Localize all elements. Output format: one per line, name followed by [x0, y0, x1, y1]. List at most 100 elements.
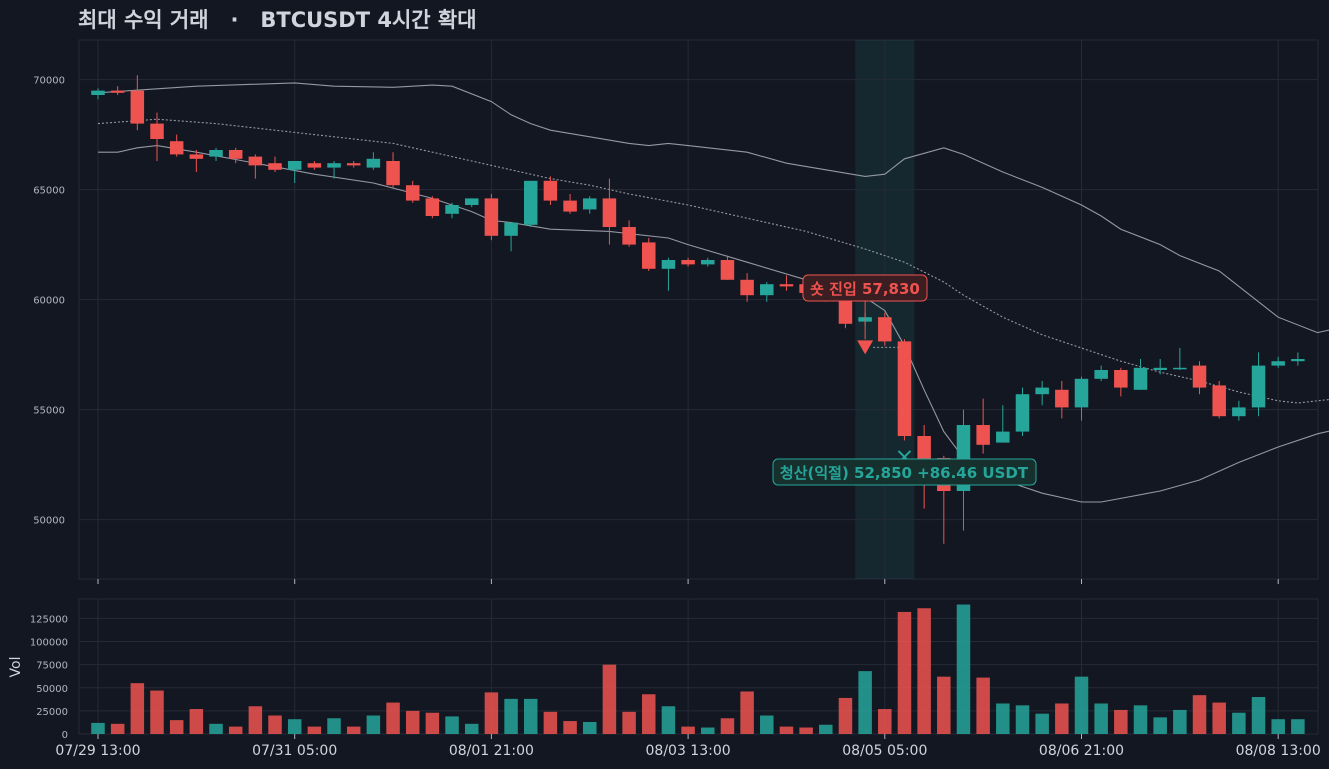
candle-body [425, 198, 440, 216]
volume-bar [268, 715, 282, 734]
candle-body [996, 431, 1010, 443]
candle-body [1094, 370, 1108, 379]
candle-body [720, 260, 735, 280]
candle-body [760, 284, 774, 296]
volume-bar [642, 694, 656, 734]
candle-body [1232, 407, 1246, 417]
volume-bar [996, 703, 1010, 734]
candle-body [504, 222, 518, 236]
time-tick-label: 08/06 21:00 [1039, 743, 1124, 759]
volume-bar [1232, 712, 1246, 734]
volume-bar [937, 676, 951, 734]
candle-body [779, 284, 794, 287]
candle-body [563, 200, 577, 212]
volume-bar [779, 726, 794, 734]
volume-bar [1055, 703, 1069, 734]
volume-bar [366, 715, 381, 734]
candle-body [189, 154, 204, 159]
volume-bar [523, 698, 538, 734]
volume-bar [661, 706, 676, 734]
volume-bar [1074, 676, 1089, 734]
volume-bar [1271, 719, 1285, 734]
volume-tick-label: 25000 [36, 707, 68, 718]
volume-bar [602, 664, 617, 734]
volume-bar [956, 604, 971, 734]
volume-bar [1212, 702, 1226, 734]
price-tick-label: 70000 [33, 76, 65, 87]
volume-bar [189, 709, 204, 734]
candle-body [681, 260, 695, 265]
candle-body [1114, 370, 1128, 388]
candle-body [130, 90, 145, 124]
candle-body [150, 123, 164, 139]
candle-body [169, 141, 184, 155]
volume-bar [405, 710, 420, 734]
short-entry-marker [857, 340, 874, 355]
price-tick-label: 60000 [33, 296, 65, 307]
candle-body [1291, 359, 1305, 362]
volume-bar [878, 709, 892, 734]
candle-body [1153, 367, 1167, 370]
volume-bar [1035, 713, 1049, 734]
candle-body [1192, 365, 1207, 388]
volume-bar [1133, 705, 1148, 734]
volume-bar [91, 722, 105, 734]
time-tick-label: 07/31 05:00 [252, 743, 337, 759]
candle-body [1133, 367, 1148, 390]
candle-body [405, 185, 420, 201]
volume-bar [563, 721, 577, 734]
exit-annotation-text: 청산(익절) 52,850 +86.46 USDT [780, 464, 1029, 482]
candle-body [209, 150, 223, 157]
candle-body [602, 198, 617, 227]
volume-bar [307, 726, 322, 734]
volume-bar [445, 716, 459, 734]
candle-body [484, 198, 499, 236]
volume-bar [1114, 709, 1128, 734]
volume-bar [858, 671, 872, 734]
candle-body [1015, 394, 1030, 432]
volume-bar [760, 715, 774, 734]
volume-tick-label: 100000 [30, 638, 68, 649]
price-tick-label: 65000 [33, 186, 65, 197]
candle-body [838, 295, 853, 324]
volume-bar [1192, 695, 1207, 734]
candle-body [307, 163, 322, 168]
candle-body [1271, 361, 1285, 366]
price-panel: 50000 55000 60000 65000 70000 숏 진입 57,830 청산(익… [33, 39, 1329, 580]
volume-bar [583, 721, 597, 734]
candle-body [701, 260, 715, 265]
volume-bar [799, 727, 813, 734]
volume-panel: 0 25000 50000 75000 100000 125000 Vol [8, 598, 1319, 741]
candle-body [1212, 385, 1226, 417]
candle-body [917, 436, 931, 461]
volume-bar [484, 692, 499, 734]
volume-bar [740, 691, 754, 734]
volume-bar [248, 706, 263, 734]
bollinger-mid [97, 118, 1329, 404]
volume-bar [209, 723, 223, 734]
candle-body [386, 161, 400, 186]
volume-bar [425, 712, 440, 734]
bollinger-upper [97, 82, 1329, 334]
candle-body [287, 161, 302, 170]
candle-body [622, 227, 636, 245]
candle-body [366, 158, 381, 168]
volume-bar [346, 726, 361, 734]
volume-bar [464, 723, 479, 734]
time-tick-label: 08/08 13:00 [1236, 743, 1321, 759]
volume-bar [1153, 717, 1167, 734]
candle-body [1173, 367, 1187, 370]
candle-body [583, 198, 597, 210]
candle-body [1035, 387, 1049, 395]
volume-bar [169, 720, 184, 734]
volume-tick-label: 75000 [36, 661, 68, 672]
volume-bar [543, 711, 558, 734]
volume-bar [130, 683, 145, 734]
price-tick-label: 55000 [33, 406, 65, 417]
candle-body [878, 317, 892, 342]
volume-bar [622, 711, 636, 734]
volume-bar [819, 724, 833, 734]
volume-bar [504, 698, 518, 734]
volume-bar [327, 718, 341, 734]
candle-body [1074, 378, 1089, 408]
